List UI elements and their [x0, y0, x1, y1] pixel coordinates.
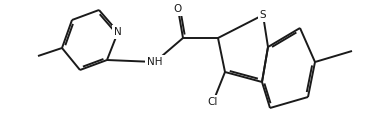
Text: S: S — [260, 10, 266, 20]
Text: Cl: Cl — [208, 97, 218, 107]
Text: N: N — [114, 27, 122, 37]
Text: S: S — [260, 10, 266, 20]
Text: N: N — [114, 27, 122, 37]
Text: O: O — [174, 4, 182, 14]
Text: NH: NH — [147, 57, 163, 67]
Text: O: O — [174, 4, 182, 14]
Text: NH: NH — [147, 57, 163, 67]
Text: Cl: Cl — [208, 97, 218, 107]
